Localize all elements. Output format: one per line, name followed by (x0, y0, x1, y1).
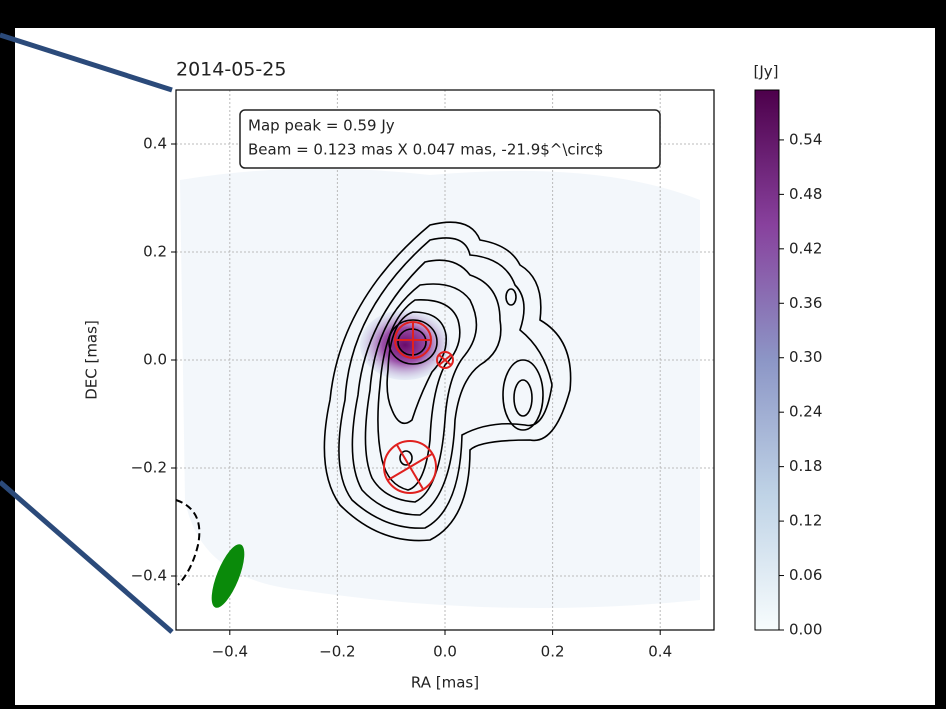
colorbar-tick-label: 0.48 (789, 185, 822, 203)
y-tick-label: −0.2 (131, 459, 167, 477)
x-axis-label: RA [mas] (411, 674, 479, 692)
chart: Map peak = 0.59 Jy Beam = 0.123 mas X 0.… (0, 0, 946, 705)
annotation: Beam = 0.123 mas X 0.047 mas, -21.9$^\ci… (248, 141, 603, 159)
colorbar-tick-label: 0.00 (789, 621, 822, 639)
colorbar-label: [Jy] (753, 63, 778, 81)
y-tick-label: 0.4 (143, 135, 167, 153)
colorbar-tick-label: 0.30 (789, 348, 822, 366)
y-axis-label: DEC [mas] (83, 320, 101, 400)
x-tick-label: −0.2 (319, 643, 355, 661)
colorbar-tick-label: 0.12 (789, 512, 822, 530)
x-tick-label: −0.4 (212, 643, 248, 661)
colorbar-tick-label: 0.18 (789, 457, 822, 475)
y-tick-label: −0.4 (131, 567, 167, 585)
emission-background (180, 169, 700, 608)
annotation: Map peak = 0.59 Jy (248, 117, 395, 135)
colorbar (755, 90, 779, 630)
colorbar-tick-label: 0.24 (789, 403, 822, 421)
y-tick-label: 0.0 (143, 351, 167, 369)
x-tick-label: 0.4 (648, 643, 672, 661)
x-tick-label: 0.0 (433, 643, 457, 661)
y-tick-label: 0.2 (143, 243, 167, 261)
x-tick-label: 0.2 (541, 643, 565, 661)
chart-title: 2014-05-25 (176, 59, 286, 81)
colorbar-tick-label: 0.54 (789, 130, 822, 148)
colorbar-tick-label: 0.06 (789, 566, 822, 584)
colorbar-tick-label: 0.42 (789, 239, 822, 257)
colorbar-tick-label: 0.36 (789, 294, 822, 312)
